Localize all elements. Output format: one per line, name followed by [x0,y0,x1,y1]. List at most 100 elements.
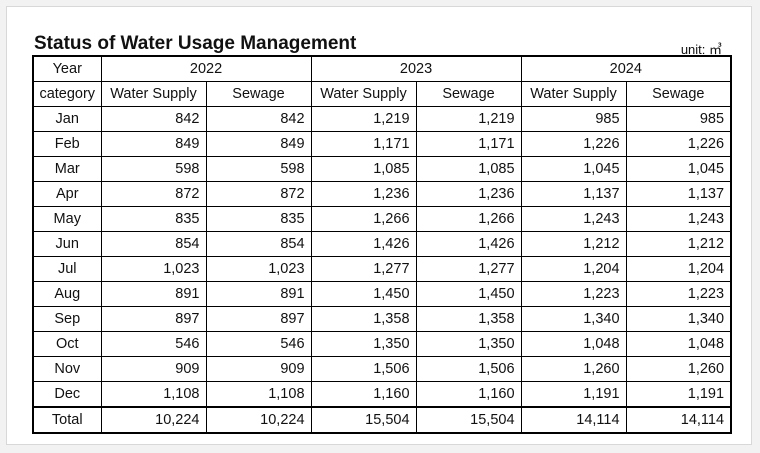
water-supply-2022-cell: 897 [100,306,207,332]
year-header-row: Year 2022 2023 2024 [32,55,732,82]
table-row: Aug 891 891 1,450 1,450 1,223 1,223 [32,281,732,307]
sewage-2023-cell: 1,085 [415,156,522,182]
sewage-header: Sewage [625,81,732,107]
sewage-2023-cell: 1,160 [415,381,522,408]
table-row: Nov 909 909 1,506 1,506 1,260 1,260 [32,356,732,382]
sewage-2024-cell: 14,114 [625,406,732,434]
year-2022-header: 2022 [100,55,312,82]
water-supply-2022-cell: 872 [100,181,207,207]
water-supply-2024-cell: 1,048 [520,331,627,357]
sewage-2023-cell: 1,266 [415,206,522,232]
month-cell: Apr [32,181,102,207]
sewage-2022-cell: 872 [205,181,312,207]
sewage-2024-cell: 1,212 [625,231,732,257]
water-supply-2024-cell: 14,114 [520,406,627,434]
water-supply-2022-cell: 842 [100,106,207,132]
water-supply-2024-cell: 1,045 [520,156,627,182]
sewage-2022-cell: 10,224 [205,406,312,434]
month-cell: Jun [32,231,102,257]
total-row: Total 10,224 10,224 15,504 15,504 14,114 14,11… [32,406,732,434]
sewage-2024-cell: 1,191 [625,381,732,408]
sewage-2022-cell: 546 [205,331,312,357]
sewage-2023-cell: 1,219 [415,106,522,132]
water-supply-2024-cell: 1,260 [520,356,627,382]
water-supply-2022-cell: 854 [100,231,207,257]
water-supply-2023-cell: 1,350 [310,331,417,357]
month-cell: Feb [32,131,102,157]
water-supply-2024-cell: 1,137 [520,181,627,207]
month-cell: May [32,206,102,232]
sewage-2024-cell: 1,243 [625,206,732,232]
table-row: Mar 598 598 1,085 1,085 1,045 1,045 [32,156,732,182]
table-row: Jun 854 854 1,426 1,426 1,212 1,212 [32,231,732,257]
sewage-2023-cell: 1,236 [415,181,522,207]
sewage-2023-cell: 1,426 [415,231,522,257]
water-supply-2022-cell: 909 [100,356,207,382]
water-supply-2023-cell: 1,266 [310,206,417,232]
month-cell: Mar [32,156,102,182]
month-cell: Aug [32,281,102,307]
water-supply-2023-cell: 1,160 [310,381,417,408]
water-supply-2022-cell: 598 [100,156,207,182]
month-cell: Dec [32,381,102,408]
water-supply-2024-cell: 1,226 [520,131,627,157]
sewage-2022-cell: 891 [205,281,312,307]
table-row: Apr 872 872 1,236 1,236 1,137 1,137 [32,181,732,207]
sewage-header: Sewage [415,81,522,107]
category-header-row: category Water Supply Sewage Water Suppl… [32,81,732,107]
water-supply-2024-cell: 1,191 [520,381,627,408]
table-row: Feb 849 849 1,171 1,171 1,226 1,226 [32,131,732,157]
sewage-2024-cell: 1,226 [625,131,732,157]
water-supply-2022-cell: 835 [100,206,207,232]
sewage-2023-cell: 1,358 [415,306,522,332]
sewage-2022-cell: 854 [205,231,312,257]
water-supply-header: Water Supply [520,81,627,107]
sewage-2024-cell: 1,137 [625,181,732,207]
month-cell: Sep [32,306,102,332]
water-supply-2024-cell: 1,204 [520,256,627,282]
water-supply-2023-cell: 1,219 [310,106,417,132]
water-supply-2023-cell: 1,171 [310,131,417,157]
water-supply-2023-cell: 1,506 [310,356,417,382]
water-supply-2023-cell: 1,450 [310,281,417,307]
category-header: category [32,81,102,107]
water-supply-2022-cell: 1,108 [100,381,207,408]
water-supply-2022-cell: 1,023 [100,256,207,282]
water-supply-2023-cell: 1,358 [310,306,417,332]
water-supply-2024-cell: 1,212 [520,231,627,257]
month-cell: Jul [32,256,102,282]
sewage-2023-cell: 1,350 [415,331,522,357]
table-row: Sep 897 897 1,358 1,358 1,340 1,340 [32,306,732,332]
water-supply-header: Water Supply [310,81,417,107]
sewage-2023-cell: 1,171 [415,131,522,157]
document-card: Status of Water Usage Management unit: ㎥… [6,6,752,445]
sewage-2024-cell: 1,204 [625,256,732,282]
total-label: Total [32,406,102,434]
month-cell: Oct [32,331,102,357]
table-row: May 835 835 1,266 1,266 1,243 1,243 [32,206,732,232]
water-supply-header: Water Supply [100,81,207,107]
sewage-2024-cell: 1,223 [625,281,732,307]
water-supply-2024-cell: 985 [520,106,627,132]
year-2024-header: 2024 [520,55,732,82]
sewage-2022-cell: 849 [205,131,312,157]
table-row: Oct 546 546 1,350 1,350 1,048 1,048 [32,331,732,357]
sewage-2022-cell: 1,023 [205,256,312,282]
water-supply-2022-cell: 10,224 [100,406,207,434]
page-title: Status of Water Usage Management [34,33,357,54]
sewage-2024-cell: 1,048 [625,331,732,357]
table-row: Dec 1,108 1,108 1,160 1,160 1,191 1,191 [32,381,732,408]
water-supply-2022-cell: 546 [100,331,207,357]
sewage-header: Sewage [205,81,312,107]
sewage-2022-cell: 909 [205,356,312,382]
sewage-2024-cell: 1,045 [625,156,732,182]
sewage-2023-cell: 1,277 [415,256,522,282]
water-supply-2022-cell: 891 [100,281,207,307]
sewage-2024-cell: 1,340 [625,306,732,332]
water-supply-2023-cell: 1,236 [310,181,417,207]
year-2023-header: 2023 [310,55,522,82]
sewage-2022-cell: 598 [205,156,312,182]
water-supply-2024-cell: 1,243 [520,206,627,232]
sewage-2022-cell: 897 [205,306,312,332]
water-supply-2023-cell: 1,277 [310,256,417,282]
